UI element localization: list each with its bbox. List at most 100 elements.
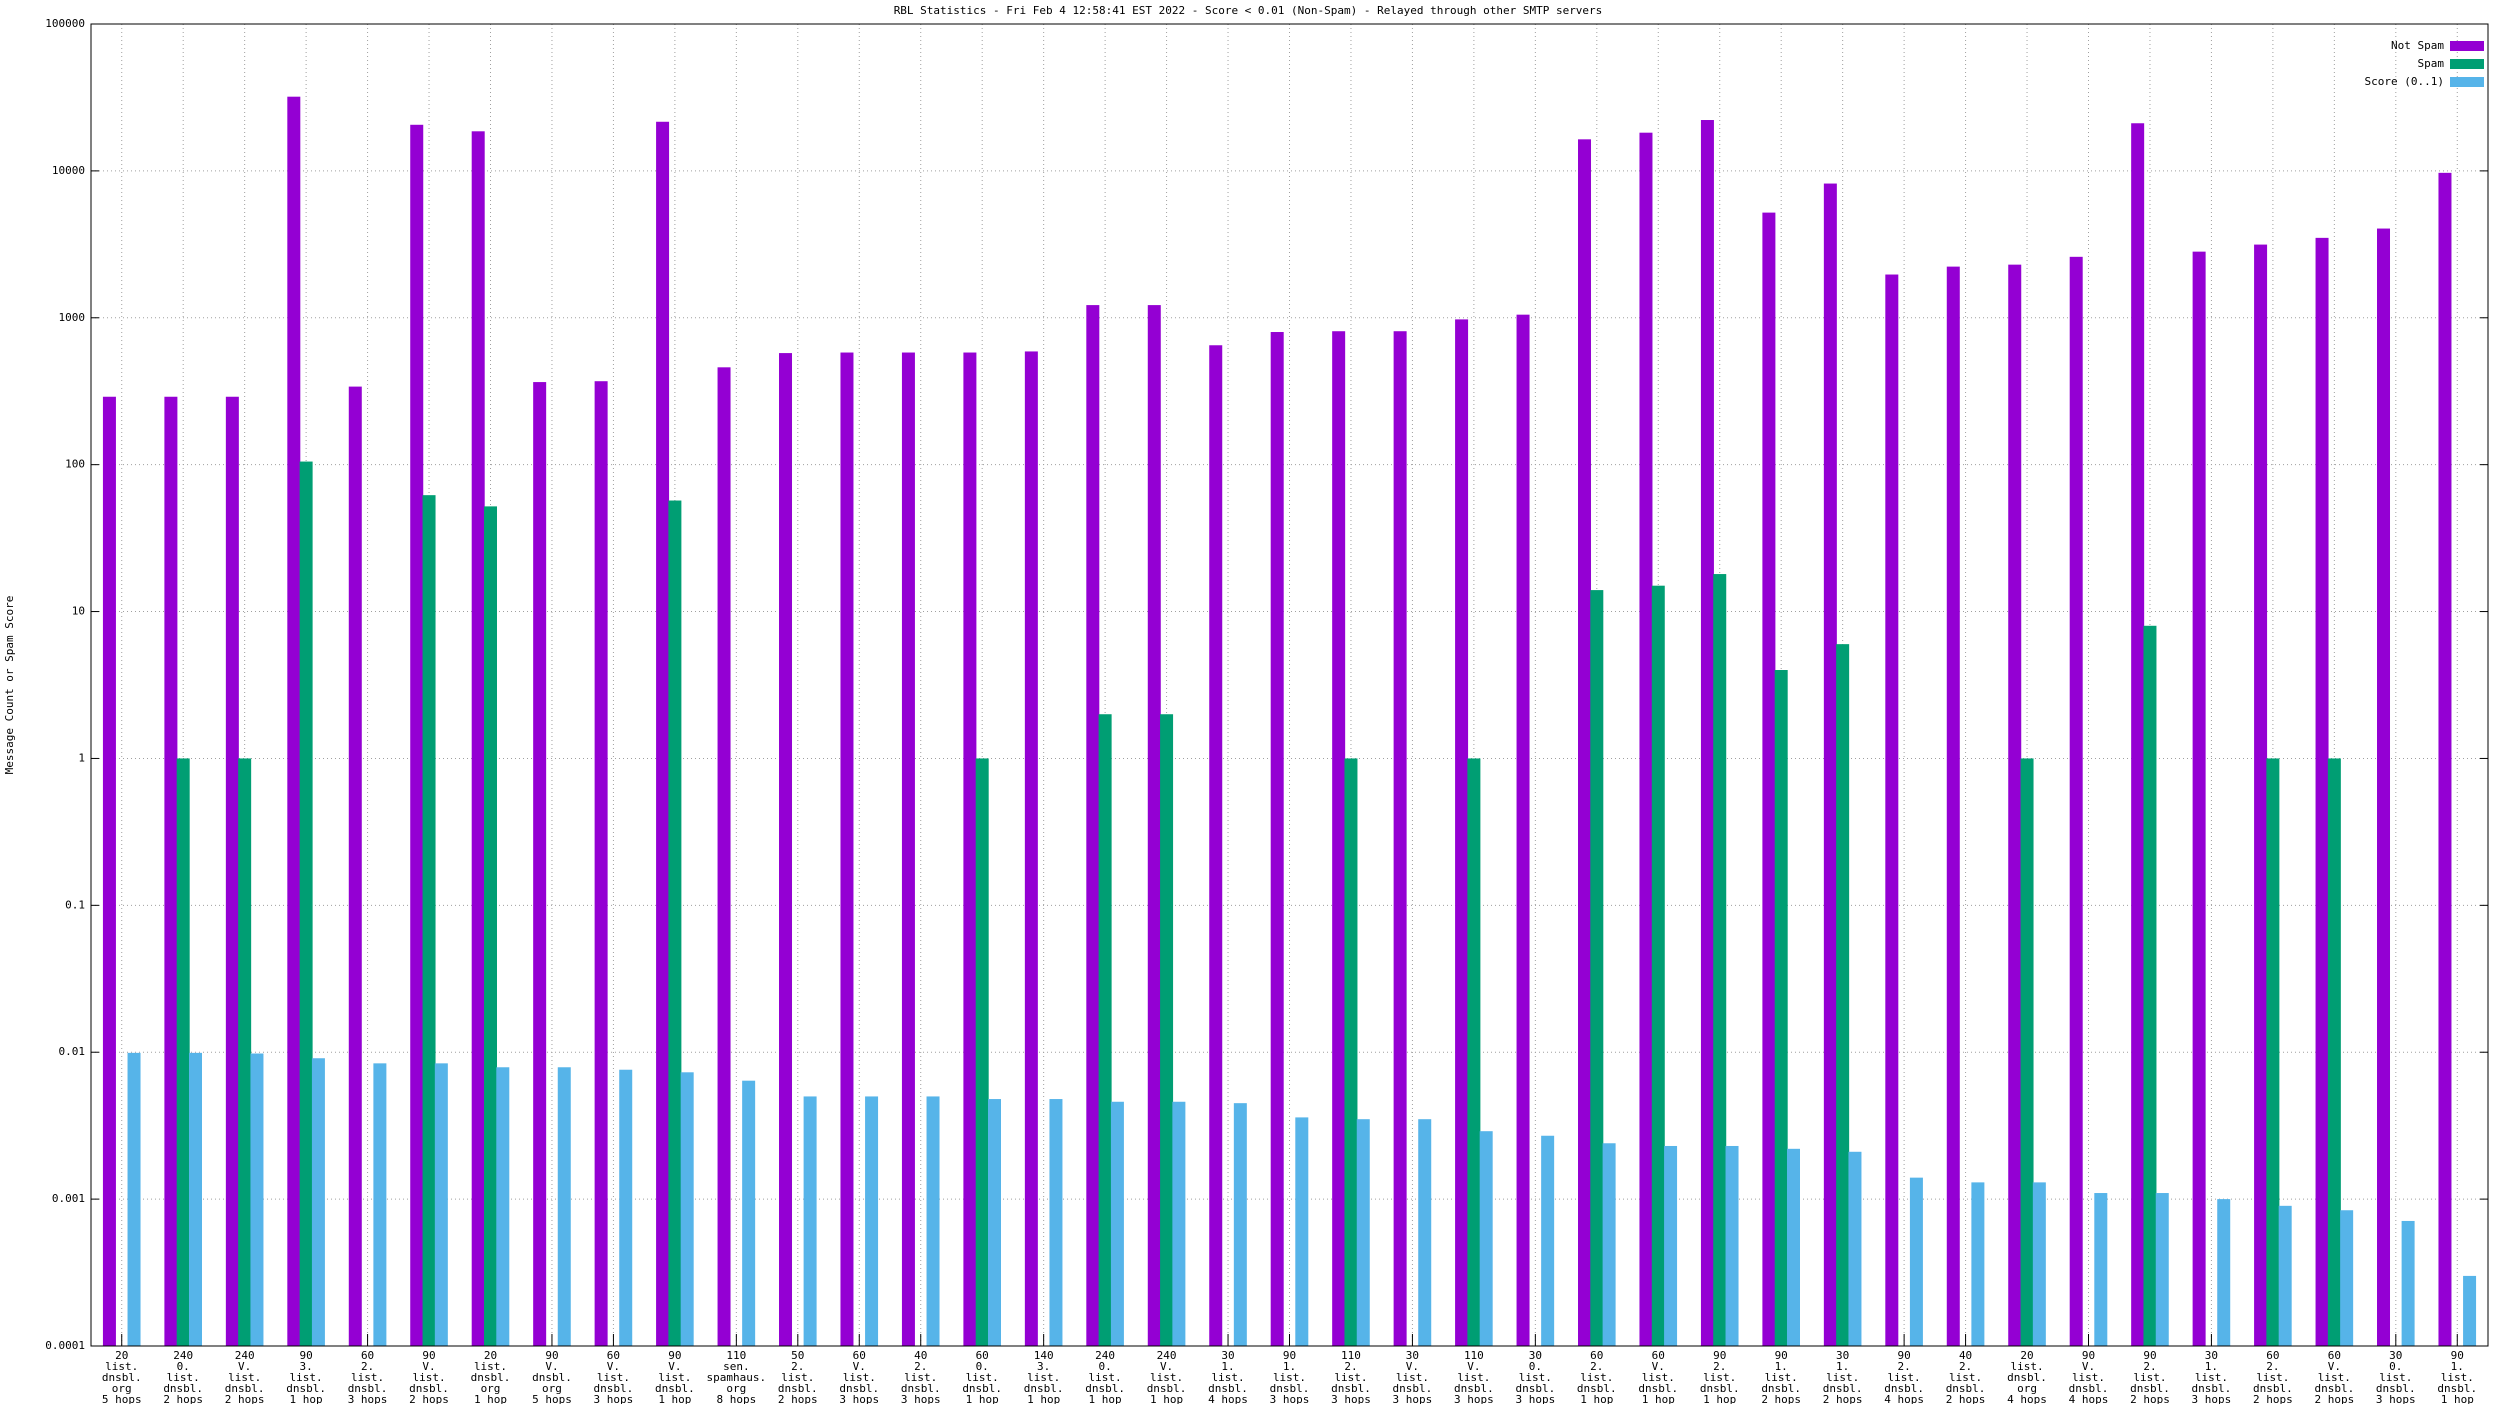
x-tick-label: 240 <box>1157 1349 1177 1362</box>
bar <box>164 396 178 1346</box>
x-tick-label: list. <box>1211 1371 1244 1384</box>
x-tick-label: org <box>542 1382 562 1395</box>
x-tick-label: 3 hops <box>1270 1393 1310 1404</box>
bar <box>2131 123 2145 1347</box>
x-tick-label: 1 hop <box>2441 1393 2474 1404</box>
x-tick-label: dnsbl. <box>1946 1382 1986 1395</box>
x-tick-label: list. <box>1580 1371 1613 1384</box>
x-tick-label: V. <box>607 1360 620 1373</box>
x-tick-label: 4 hops <box>2007 1393 2047 1404</box>
x-tick-label: dnsbl. <box>1085 1382 1125 1395</box>
bar <box>348 386 362 1346</box>
x-tick-label: dnsbl. <box>2007 1371 2047 1384</box>
bar <box>1393 331 1407 1346</box>
x-tick-label: list. <box>1765 1371 1798 1384</box>
bar <box>127 1052 141 1346</box>
bar <box>1455 319 1469 1347</box>
x-tick-label: dnsbl. <box>348 1382 388 1395</box>
x-tick-label: dnsbl. <box>778 1382 818 1395</box>
bar <box>250 1053 264 1346</box>
x-tick-label: dnsbl. <box>1331 1382 1371 1395</box>
x-tick-label: dnsbl. <box>1761 1382 1801 1395</box>
bar <box>434 1063 448 1346</box>
x-tick-label: dnsbl. <box>1577 1382 1617 1395</box>
x-tick-label: org <box>726 1382 746 1395</box>
x-tick-label: 2. <box>1590 1360 1603 1373</box>
x-tick-label: 2. <box>2266 1360 2279 1373</box>
x-tick-label: 3. <box>299 1360 312 1373</box>
bar <box>410 124 424 1346</box>
x-tick-label: 20 <box>484 1349 497 1362</box>
x-tick-label: 3 hops <box>594 1393 634 1404</box>
x-tick-label: 40 <box>1959 1349 1972 1362</box>
x-tick-label: list. <box>2379 1371 2412 1384</box>
x-tick-label: 30 <box>1221 1349 1234 1362</box>
x-tick-label: 0. <box>177 1360 190 1373</box>
bar <box>1356 1119 1370 1346</box>
bar <box>2377 228 2391 1347</box>
x-tick-label: list. <box>2010 1360 2043 1373</box>
x-tick-label: V. <box>1160 1360 1173 1373</box>
x-tick-label: list. <box>843 1371 876 1384</box>
x-tick-label: list. <box>2133 1371 2166 1384</box>
bar <box>1172 1101 1186 1346</box>
x-tick-label: dnsbl. <box>225 1382 265 1395</box>
bar <box>2266 758 2280 1346</box>
x-tick-label: 3 hops <box>348 1393 388 1404</box>
bar <box>1848 1151 1862 1346</box>
x-tick-label: list. <box>1334 1371 1367 1384</box>
y-tick-label: 10000 <box>52 164 85 177</box>
x-tick-label: 1 hop <box>1150 1393 1183 1404</box>
x-tick-label: dnsbl. <box>163 1382 203 1395</box>
x-tick-label: V. <box>1467 1360 1480 1373</box>
y-tick-label: 1000 <box>59 311 86 324</box>
x-tick-label: 1 hop <box>1027 1393 1060 1404</box>
bar <box>2463 1275 2477 1346</box>
x-tick-label: dnsbl. <box>1208 1382 1248 1395</box>
x-tick-label: sen. <box>723 1360 750 1373</box>
x-tick-label: list. <box>1642 1371 1675 1384</box>
x-tick-label: list. <box>1273 1371 1306 1384</box>
x-tick-label: list. <box>351 1371 384 1384</box>
x-tick-label: dnsbl. <box>962 1382 1002 1395</box>
bar <box>987 1099 1001 1346</box>
x-tick-label: 30 <box>2205 1349 2218 1362</box>
x-tick-label: list. <box>2195 1371 2228 1384</box>
x-tick-label: 2. <box>1713 1360 1726 1373</box>
x-tick-label: org <box>112 1382 132 1395</box>
x-tick-label: 20 <box>115 1349 128 1362</box>
bar <box>1270 332 1284 1346</box>
x-tick-label: 2. <box>914 1360 927 1373</box>
bar <box>533 382 547 1346</box>
x-tick-label: list. <box>1027 1371 1060 1384</box>
bar <box>1700 120 1714 1347</box>
x-tick-label: 3 hops <box>1393 1393 1433 1404</box>
y-tick-label: 1 <box>78 751 85 764</box>
bar <box>1541 1135 1555 1346</box>
x-tick-label: dnsbl. <box>1270 1382 1310 1395</box>
x-tick-label: 3 hops <box>1454 1393 1494 1404</box>
x-tick-label: 1 hop <box>1642 1393 1675 1404</box>
x-tick-label: 2. <box>1959 1360 1972 1373</box>
bar <box>2401 1220 2415 1346</box>
bar <box>742 1080 756 1346</box>
bar <box>287 96 301 1346</box>
x-tick-label: 60 <box>361 1349 374 1362</box>
x-tick-label: list. <box>290 1371 323 1384</box>
bar <box>1344 758 1358 1346</box>
x-tick-label: 1. <box>2205 1360 2218 1373</box>
x-tick-label: 1 hop <box>474 1393 507 1404</box>
x-tick-label: 240 <box>1095 1349 1115 1362</box>
x-tick-label: 60 <box>607 1349 620 1362</box>
bar <box>963 352 977 1346</box>
x-tick-label: dnsbl. <box>1024 1382 1064 1395</box>
bar <box>594 381 608 1347</box>
x-tick-label: 140 <box>1034 1349 1054 1362</box>
x-tick-label: 60 <box>2328 1349 2341 1362</box>
bar <box>803 1096 817 1346</box>
x-tick-label: 90 <box>545 1349 558 1362</box>
bar <box>2143 625 2157 1346</box>
x-tick-label: 3 hops <box>2192 1393 2232 1404</box>
x-tick-label: dnsbl. <box>2192 1382 2232 1395</box>
bar <box>1024 351 1038 1346</box>
